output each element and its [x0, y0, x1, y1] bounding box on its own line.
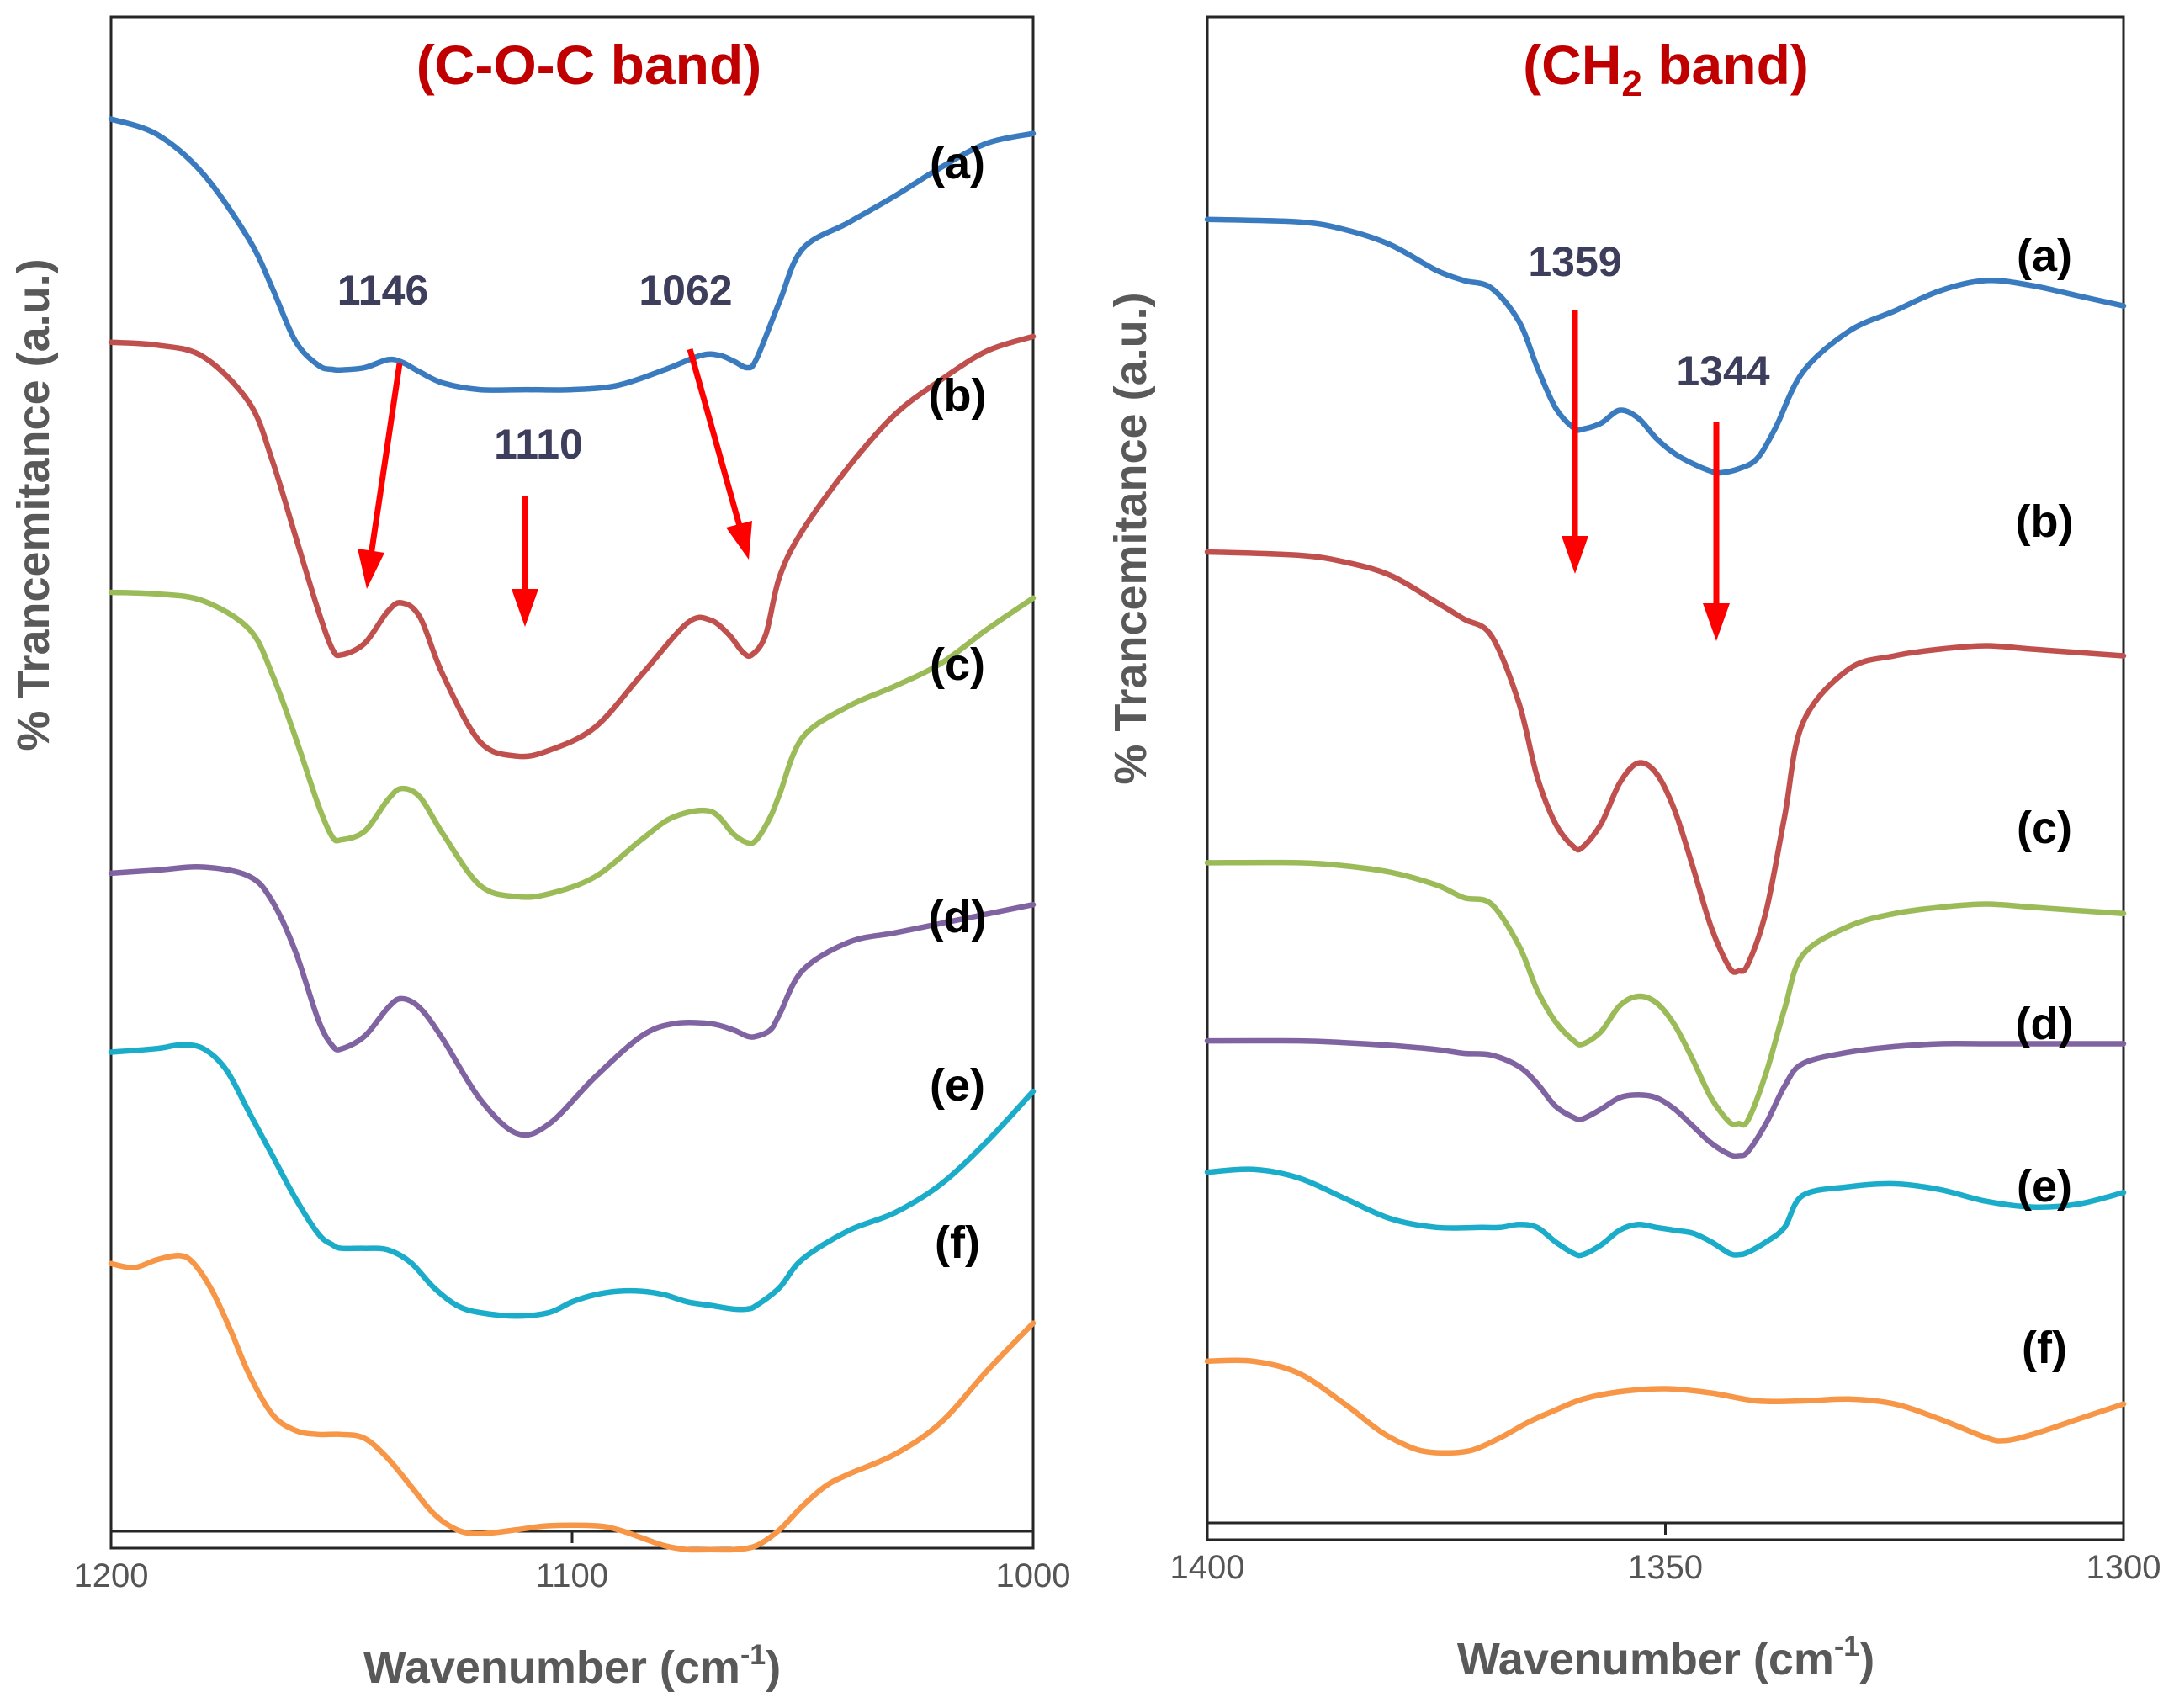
ch2-label-c: (c) [2017, 803, 2072, 853]
coc-peak-annotations: 1146 1110 1062 [337, 267, 752, 627]
ch2-label-f: (f) [2022, 1323, 2067, 1373]
coc-x-axis-title-main: Wavenumber (cm [363, 1642, 740, 1693]
ch2-peak-label-1344: 1344 [1676, 347, 1769, 395]
ch2-x-ticks: 1400 1350 1300 [1170, 1523, 2161, 1586]
coc-series-f-line [108, 1253, 1037, 1553]
ch2-x-tick-label-1300: 1300 [2087, 1549, 2161, 1586]
coc-series-a-line [108, 116, 1037, 393]
ch2-x-tick-label-1400: 1400 [1170, 1549, 1245, 1586]
coc-band-panel: (C-O-C band) 1200 1100 1000 % Trancemitanc… [8, 15, 1071, 1693]
coc-x-tick-label-1100: 1100 [536, 1557, 608, 1594]
coc-label-e: (e) [930, 1060, 985, 1111]
ch2-band-panel: (CH2 band) 1400 1350 1300 % Trancemitance … [1106, 15, 2161, 1684]
ch2-chart-title-end: band) [1642, 34, 1809, 96]
coc-x-axis-title-end: ) [766, 1642, 781, 1693]
ch2-y-axis-title: % Trancemitance (a.u.) [1106, 292, 1156, 784]
coc-peak-arrow-1146-head [358, 549, 384, 589]
coc-chart-title: (C-O-C band) [416, 34, 762, 96]
coc-peak-label-1146: 1146 [337, 267, 428, 314]
coc-x-axis-title: Wavenumber (cm-1) [363, 1639, 781, 1693]
coc-label-f: (f) [935, 1217, 980, 1268]
ch2-label-e: (e) [2017, 1161, 2072, 1212]
ch2-peak-annotations: 1359 1344 [1528, 238, 1770, 641]
ch2-chart-title-sub: 2 [1621, 63, 1641, 104]
coc-series-group [108, 116, 1037, 1553]
coc-peak-label-1062: 1062 [639, 267, 732, 314]
ch2-x-axis-title-main: Wavenumber (cm [1457, 1634, 1834, 1684]
ch2-x-axis-title-sup: -1 [1834, 1631, 1859, 1663]
ch2-label-a: (a) [2017, 231, 2072, 281]
coc-label-c: (c) [930, 639, 985, 690]
coc-series-e-line [108, 1042, 1037, 1319]
ch2-series-e-line [1204, 1166, 2127, 1259]
coc-x-tick-label-1200: 1200 [74, 1557, 149, 1594]
coc-series-d-line [108, 863, 1037, 1138]
coc-peak-arrow-1062-line [687, 348, 743, 527]
coc-peak-arrow-1062-head [726, 521, 752, 560]
coc-label-b: (b) [929, 370, 987, 421]
coc-x-ticks: 1200 1100 1000 [74, 1531, 1071, 1594]
coc-plot-frame [109, 15, 1035, 1550]
coc-x-tick-label-1000: 1000 [996, 1557, 1071, 1594]
coc-peak-label-1110: 1110 [494, 421, 583, 468]
ch2-peak-label-1359: 1359 [1528, 238, 1621, 285]
ch2-chart-title-main: (CH [1523, 34, 1621, 96]
ch2-series-group [1204, 216, 2127, 1456]
coc-peak-arrow-1110-head [512, 589, 538, 627]
coc-label-d: (d) [929, 892, 987, 942]
ch2-series-f-line [1204, 1357, 2127, 1456]
ch2-peak-arrow-1344-head [1703, 603, 1730, 641]
coc-label-a: (a) [930, 138, 985, 188]
coc-series-c-line [108, 589, 1037, 900]
coc-y-axis-title: % Trancemitance (a.u.) [8, 258, 59, 751]
ch2-series-d-line [1204, 1037, 2127, 1159]
ch2-chart-title: (CH2 band) [1523, 34, 1809, 104]
ch2-x-tick-label-1350: 1350 [1628, 1549, 1703, 1586]
ch2-peak-arrow-1359-head [1562, 536, 1588, 574]
ch2-series-labels: (a) (b) (c) (d) (e) (f) [2016, 231, 2074, 1373]
ch2-label-b: (b) [2016, 496, 2074, 547]
ch2-series-c-line [1204, 859, 2127, 1128]
ch2-series-a-line [1204, 216, 2127, 476]
coc-series-labels: (a) (b) (c) (d) (e) (f) [929, 138, 987, 1268]
coc-x-axis-title-sup: -1 [740, 1639, 766, 1671]
ch2-x-axis-title: Wavenumber (cm-1) [1457, 1631, 1874, 1684]
coc-peak-arrow-1146-line [368, 363, 403, 556]
ch2-plot-frame [1206, 15, 2125, 1541]
ch2-x-axis-title-end: ) [1859, 1634, 1874, 1684]
ch2-series-b-line [1204, 549, 2127, 975]
coc-series-b-line [108, 333, 1037, 760]
ch2-label-d: (d) [2016, 999, 2074, 1049]
